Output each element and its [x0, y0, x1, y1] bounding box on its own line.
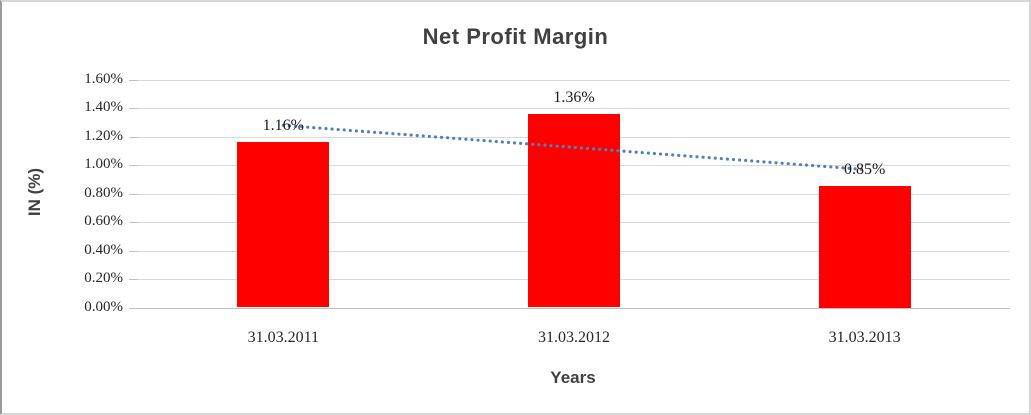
x-tick-label: 31.03.2013	[828, 329, 901, 346]
data-label: 1.16%	[262, 117, 304, 135]
y-tick-mark	[129, 108, 138, 109]
y-tick-label: 0.60%	[84, 213, 123, 229]
y-tick-mark	[129, 279, 138, 280]
y-tick-label: 1.00%	[84, 156, 123, 172]
data-label: 1.36%	[553, 88, 595, 106]
y-tick-mark	[129, 250, 138, 252]
chart-title: Net Profit Margin	[422, 24, 609, 49]
y-tick-mark	[129, 307, 138, 309]
y-tick-mark	[129, 193, 138, 195]
y-tick-label: 0.20%	[84, 270, 123, 286]
y-tick-label: 0.40%	[84, 241, 123, 258]
gridline	[138, 79, 1010, 81]
data-label: 0.85%	[843, 161, 886, 179]
y-tick-mark	[129, 79, 138, 81]
y-tick-label: 1.60%	[84, 70, 123, 87]
y-tick-mark	[129, 165, 138, 166]
y-tick-label: 0.00%	[84, 298, 123, 315]
y-tick-label: 1.40%	[84, 99, 123, 115]
y-tick-label: 1.20%	[84, 127, 123, 144]
bar-31.03.2012	[528, 113, 620, 308]
bar-31.03.2013	[818, 186, 911, 308]
y-tick-mark	[129, 136, 138, 138]
bar-31.03.2011	[237, 142, 330, 308]
y-axis-title: IN (%)	[25, 167, 44, 217]
x-tick-label: 31.03.2012	[538, 329, 610, 346]
y-tick-mark	[129, 222, 138, 223]
gridline	[138, 307, 1010, 309]
y-tick-label: 0.80%	[84, 184, 123, 201]
gridline	[138, 108, 1010, 109]
x-tick-label: 31.03.2011	[247, 329, 320, 346]
x-axis-title: Years	[550, 368, 596, 387]
